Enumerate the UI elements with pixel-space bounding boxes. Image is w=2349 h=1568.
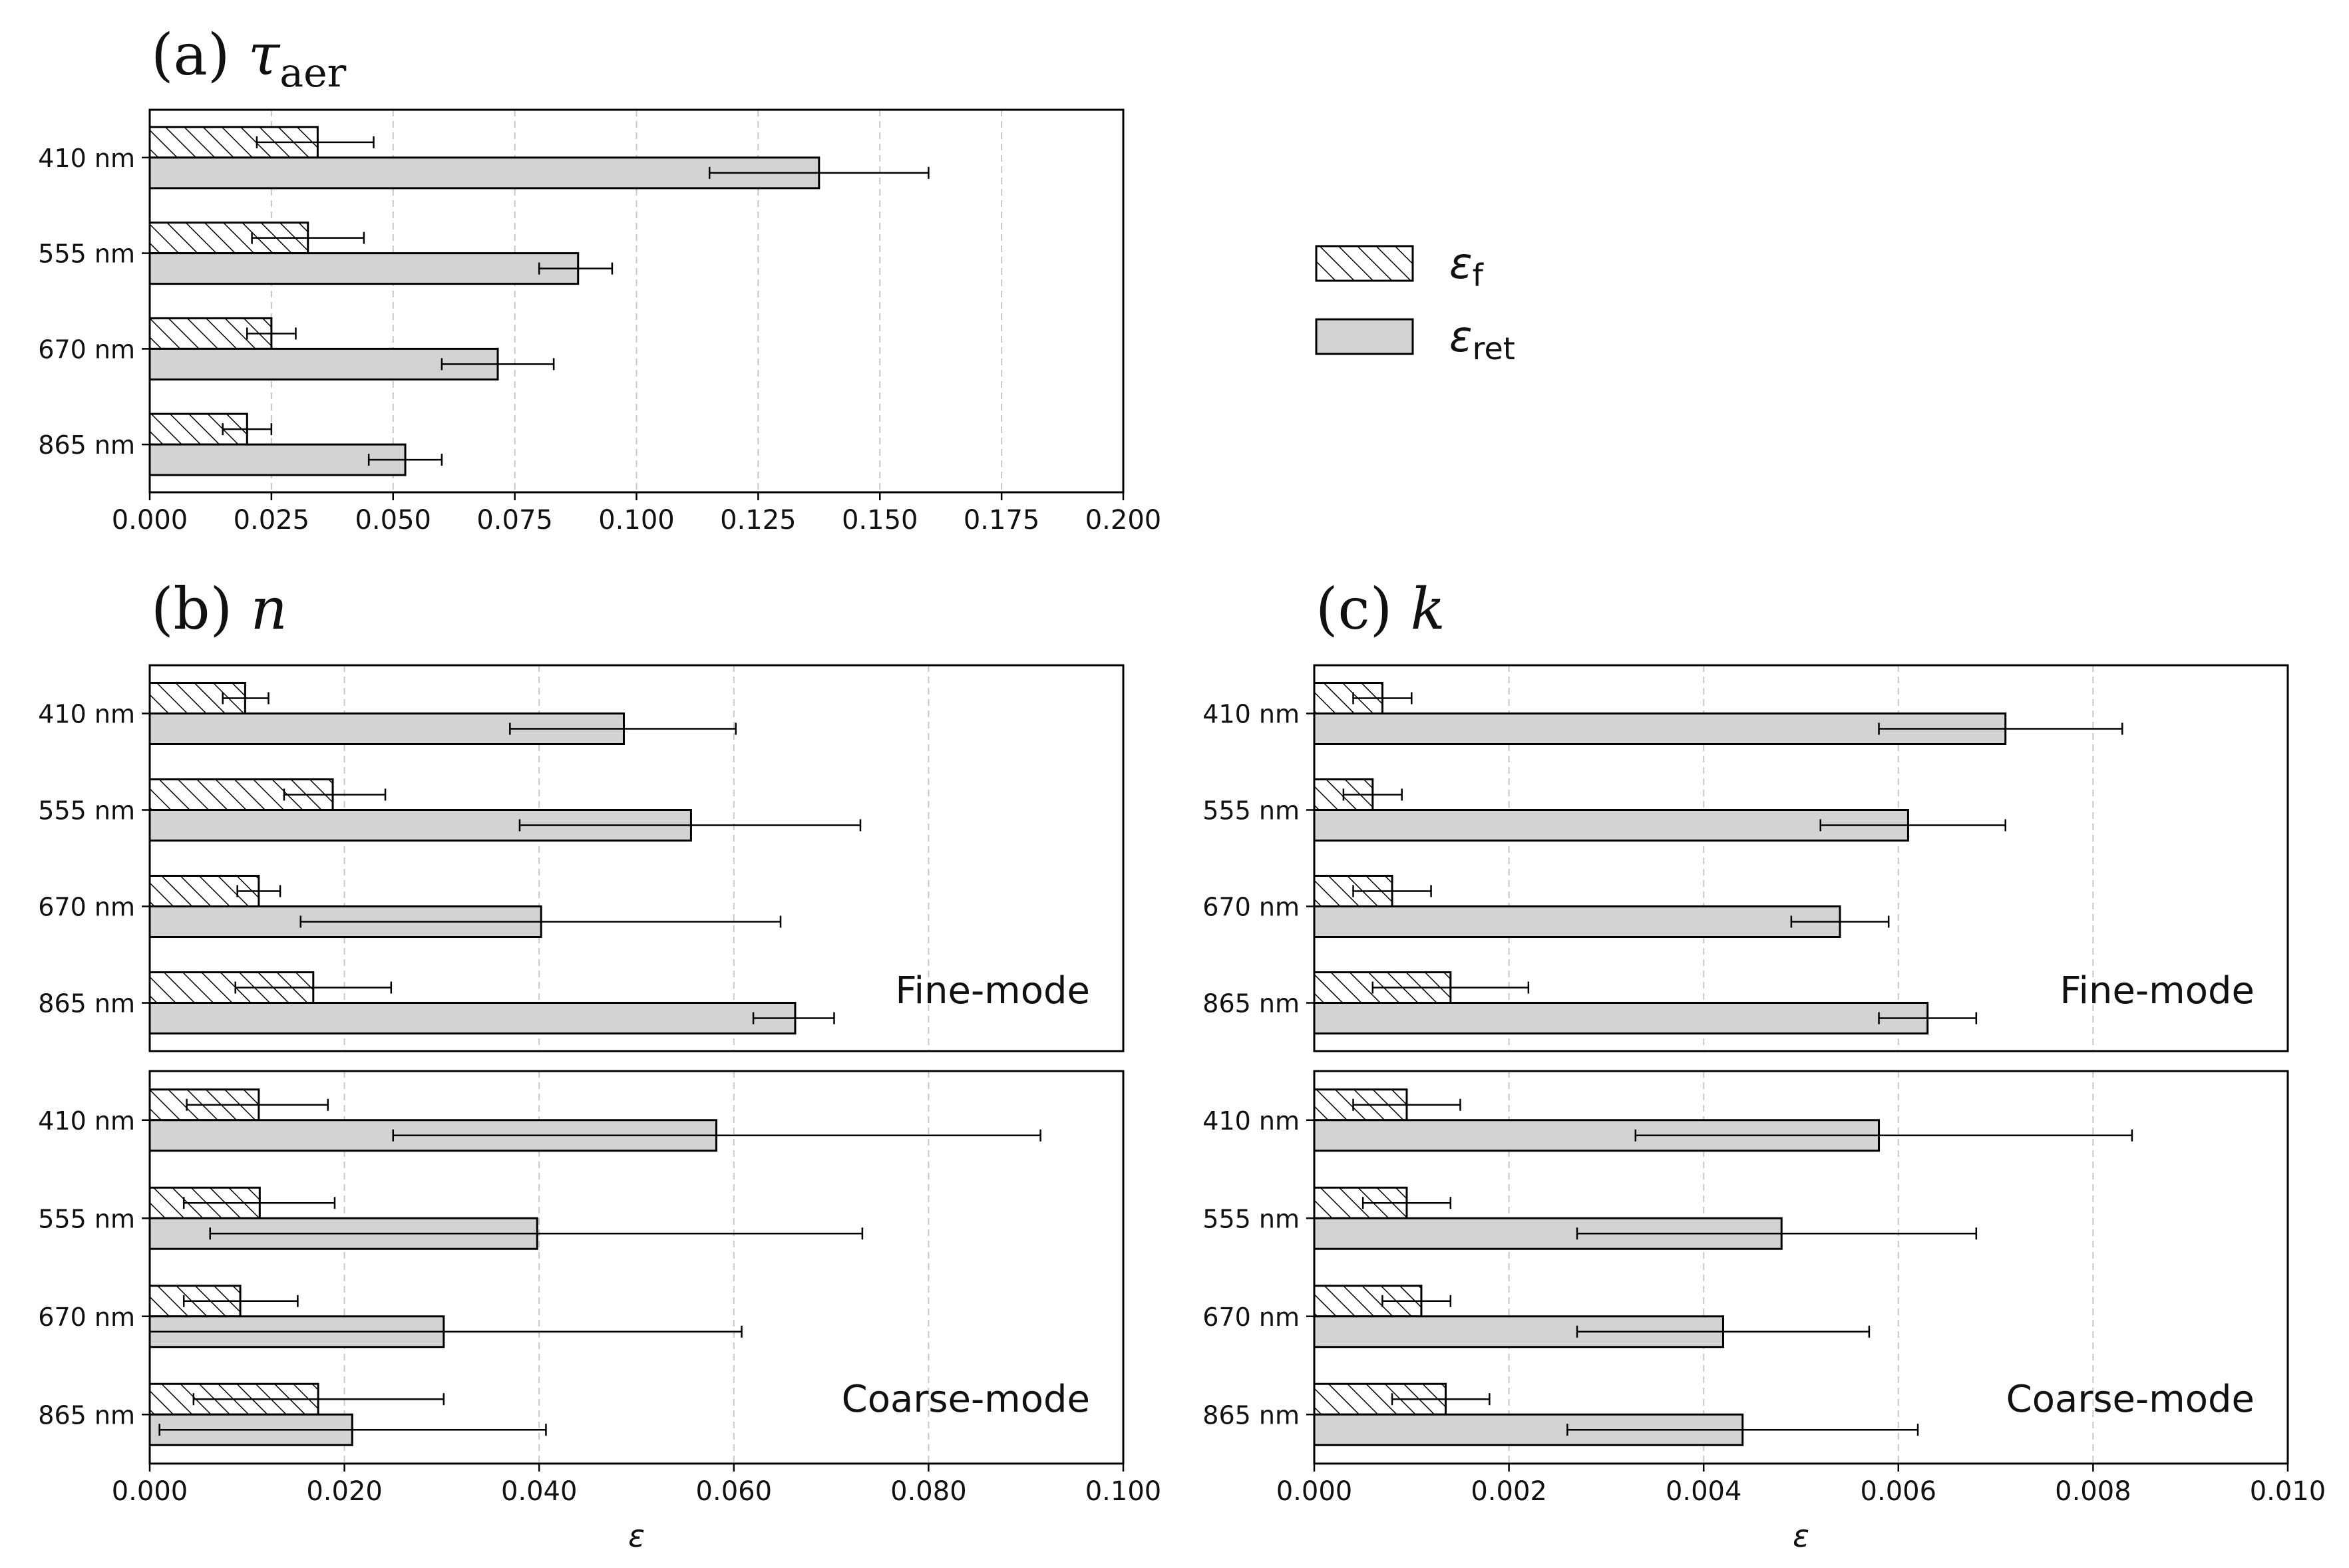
xtick-label: 0.060 — [696, 1476, 773, 1507]
bar-eps-ret — [1313, 1002, 1929, 1034]
category-label: 555 nm — [38, 1204, 135, 1233]
xtick-label: 0.010 — [2250, 1476, 2326, 1507]
bar-eps-ret — [1313, 809, 1909, 842]
xtick-label: 0.025 — [234, 505, 310, 536]
chart-c-panel-2: 410 nm 555 nm 670 nm 865 nm Coarse-mode — [1202, 1070, 2289, 1465]
xtick-label: 0.050 — [355, 505, 431, 536]
xtick-label: 0.040 — [501, 1476, 578, 1507]
chart-a-panel-1: 410 nm 555 nm 670 nm 865 nm — [38, 108, 1125, 494]
legend-symbol: ε — [1449, 239, 1473, 289]
xtick-label: 0.006 — [1861, 1476, 1937, 1507]
category-label: 555 nm — [38, 239, 135, 269]
xtick-label: 0.200 — [1085, 505, 1162, 536]
chart-title-prefix: (b) — [151, 576, 251, 643]
chart-b-panel-1: 410 nm 555 nm 670 nm 865 nm Fine-mode — [38, 664, 1125, 1052]
xtick-label: 0.100 — [1085, 1476, 1162, 1507]
category-label: 410 nm — [38, 144, 135, 173]
bar-eps-f — [148, 778, 334, 811]
xtick-label: 0.100 — [598, 505, 675, 536]
category-label: 670 nm — [38, 893, 135, 922]
category-label: 670 nm — [38, 335, 135, 364]
xtick-label: 0.075 — [476, 505, 553, 536]
chart-title-subscript: aer — [279, 50, 346, 96]
category-label: 555 nm — [1202, 1204, 1300, 1233]
category-label: 670 nm — [1202, 1303, 1300, 1332]
x-axis-label: ε — [1793, 1518, 1809, 1554]
category-label: 670 nm — [1202, 893, 1300, 922]
chart-b-panel-2: 410 nm 555 nm 670 nm 865 nm Coarse-mode — [38, 1070, 1125, 1465]
axes-frame — [148, 1070, 1125, 1465]
legend-label: εf — [1449, 239, 1485, 293]
xtick-label: 0.000 — [1276, 1476, 1353, 1507]
category-label: 865 nm — [38, 989, 135, 1019]
category-label: 555 nm — [1202, 796, 1300, 826]
category-label: 865 nm — [1202, 1400, 1300, 1430]
chart-title-variable: τ — [248, 22, 281, 88]
xtick-label: 0.020 — [306, 1476, 383, 1507]
category-label: 410 nm — [1202, 1106, 1300, 1136]
legend-symbol: ε — [1449, 313, 1473, 362]
chart-title-variable: n — [251, 576, 287, 643]
panel-annotation: Coarse-mode — [842, 1378, 1090, 1421]
category-label: 555 nm — [38, 796, 135, 826]
xtick-label: 0.008 — [2055, 1476, 2131, 1507]
axes-frame — [148, 664, 1125, 1052]
chart-title-prefix: (c) — [1316, 576, 1411, 643]
xtick-label: 0.125 — [720, 505, 797, 536]
legend-swatch — [1315, 318, 1414, 355]
x-axis-label: ε — [628, 1518, 645, 1554]
xtick-label: 0.002 — [1471, 1476, 1547, 1507]
legend-subscript: f — [1473, 257, 1485, 293]
xtick-label: 0.175 — [964, 505, 1040, 536]
xtick-label: 0.004 — [1666, 1476, 1742, 1507]
axes-frame — [1313, 1070, 2289, 1465]
bar-eps-ret — [1313, 905, 1841, 938]
category-label: 410 nm — [38, 1106, 135, 1136]
category-label: 410 nm — [1202, 700, 1300, 729]
axes-frame — [1313, 664, 2289, 1052]
bar-eps-ret — [148, 443, 407, 476]
xtick-label: 0.080 — [890, 1476, 967, 1507]
legend-item-2: εret — [1315, 313, 1515, 367]
category-label: 670 nm — [38, 1303, 135, 1332]
category-label: 865 nm — [38, 1400, 135, 1430]
legend-subscript: ret — [1473, 331, 1515, 367]
panel-annotation: Fine-mode — [895, 969, 1090, 1013]
chart-title-prefix: (a) — [151, 22, 248, 88]
category-label: 410 nm — [38, 700, 135, 729]
xtick-label: 0.000 — [112, 1476, 188, 1507]
legend-item-1: εf — [1315, 239, 1485, 293]
chart-title-c: (c) k — [1316, 576, 1445, 643]
chart-title-a: (a) τaer — [151, 22, 347, 96]
xtick-label: 0.000 — [112, 505, 188, 536]
chart-c-panel-1: 410 nm 555 nm 670 nm 865 nm Fine-mode — [1202, 664, 2289, 1052]
bar-eps-ret — [148, 252, 580, 285]
bar-eps-ret — [148, 1002, 797, 1034]
chart-title-b: (b) n — [151, 576, 287, 643]
panel-annotation: Fine-mode — [2060, 969, 2255, 1013]
chart-a: (a) τaer 410 nm 555 nm 670 nm 865 nm 0.000 0.0… — [38, 22, 1161, 536]
category-label: 865 nm — [1202, 989, 1300, 1019]
category-label: 865 nm — [38, 430, 135, 460]
xtick-label: 0.150 — [842, 505, 918, 536]
panel-annotation: Coarse-mode — [2006, 1378, 2255, 1421]
legend-swatch — [1315, 245, 1414, 282]
chart-title-variable: k — [1411, 576, 1445, 643]
legend-label: εret — [1449, 313, 1515, 367]
